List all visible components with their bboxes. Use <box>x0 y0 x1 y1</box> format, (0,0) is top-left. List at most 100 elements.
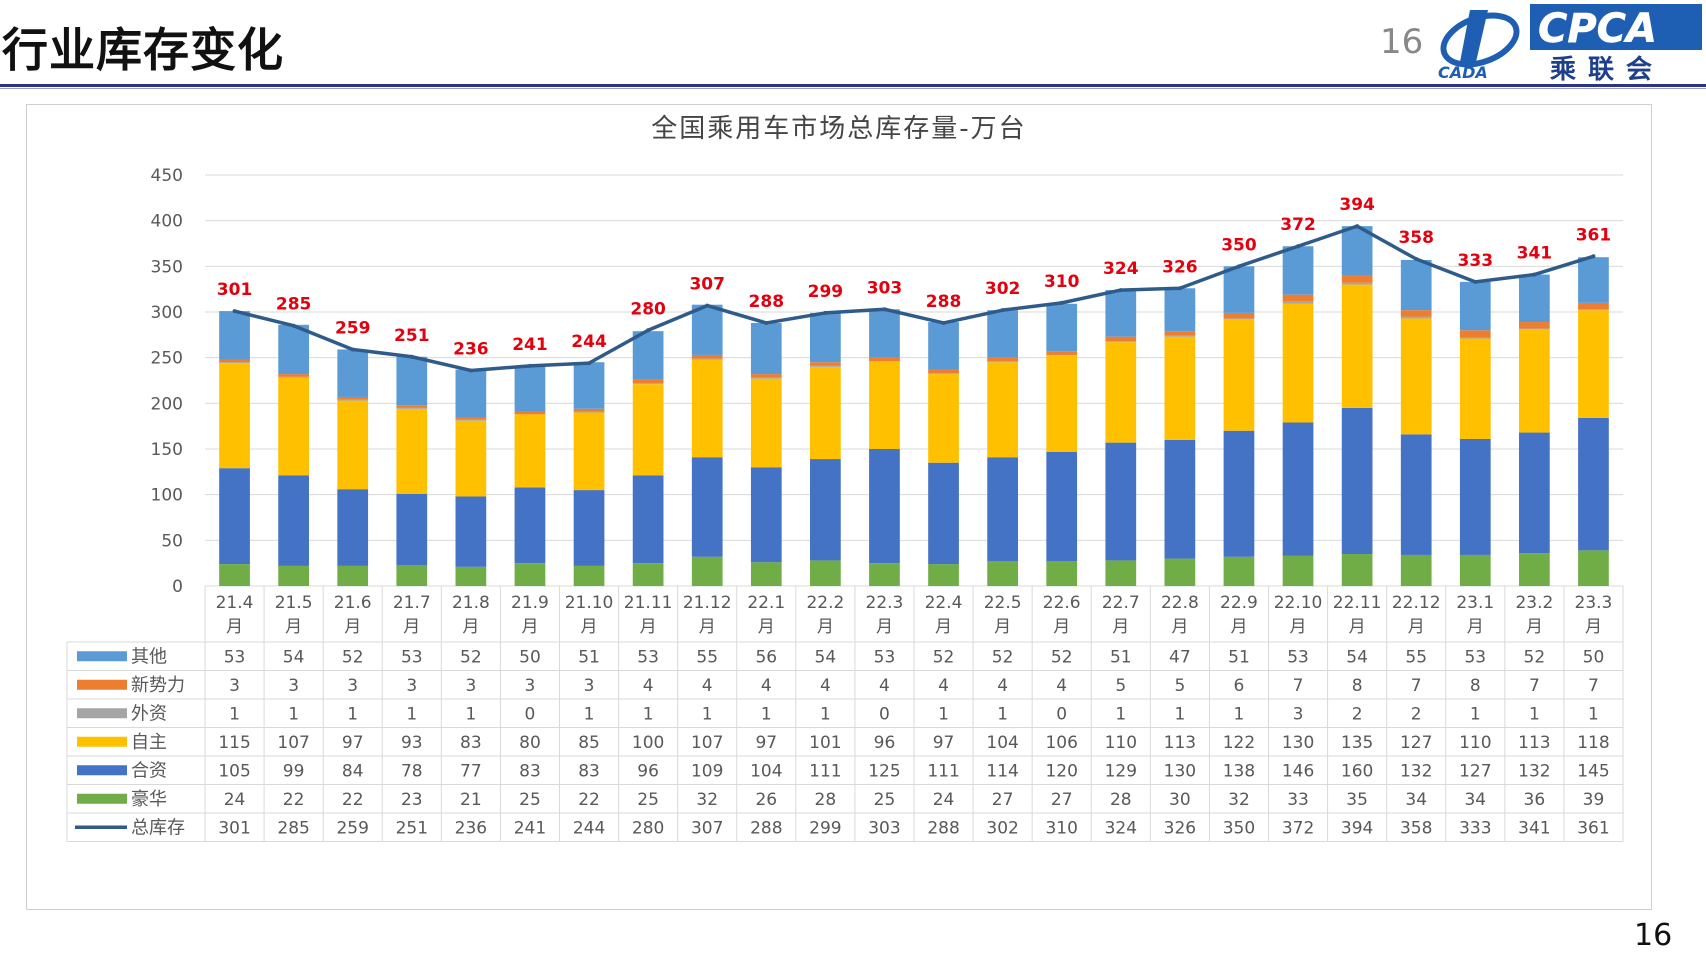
bar-segment <box>1459 281 1491 331</box>
table-cell: 0 <box>879 704 890 724</box>
bar-segment <box>455 419 487 421</box>
table-cell: 1 <box>347 704 358 724</box>
x-tick-label: 23.3 <box>1575 593 1613 613</box>
legend-key-swatch <box>77 793 127 804</box>
y-tick-label: 350 <box>151 257 183 277</box>
bar-segment <box>1105 341 1137 343</box>
bar-segment <box>219 359 250 363</box>
table-cell: 27 <box>1051 790 1073 810</box>
bar-segment <box>1341 275 1373 283</box>
total-data-label: 244 <box>571 332 607 352</box>
table-cell: 130 <box>1282 733 1314 753</box>
table-cell: 84 <box>342 761 364 781</box>
x-tick-label: 22.4 <box>925 593 963 613</box>
table-cell: 55 <box>1405 647 1427 667</box>
table-cell: 145 <box>1577 761 1609 781</box>
bar-segment <box>750 374 782 378</box>
line-point <box>1355 224 1360 229</box>
table-cell: 1 <box>1234 704 1245 724</box>
table-cell: 299 <box>809 818 841 838</box>
table-cell: 4 <box>997 676 1008 696</box>
table-cell: 303 <box>868 818 900 838</box>
table-cell: 24 <box>933 790 955 810</box>
table-cell: 1 <box>288 704 299 724</box>
total-data-label: 303 <box>867 278 903 298</box>
table-cell: 326 <box>1164 818 1196 838</box>
bar-segment <box>1164 335 1196 337</box>
x-tick-label-unit: 月 <box>1171 617 1188 637</box>
chart-title: 全国乘用车市场总库存量-万台 <box>651 114 1026 144</box>
table-cell: 32 <box>1228 790 1250 810</box>
bar-segment <box>869 361 900 449</box>
bar-segment <box>928 369 959 374</box>
bar-segment <box>691 358 723 360</box>
bar-segment <box>1046 451 1078 562</box>
table-cell: 22 <box>578 790 600 810</box>
table-cell: 104 <box>986 733 1018 753</box>
table-cell: 8 <box>1470 676 1481 696</box>
table-cell: 1 <box>938 704 949 724</box>
bar-segment <box>987 310 1018 358</box>
table-cell: 54 <box>283 647 305 667</box>
bar-segment <box>632 563 664 586</box>
table-cell: 24 <box>224 790 246 810</box>
table-cell: 83 <box>578 761 600 781</box>
total-data-label: 310 <box>1044 272 1080 292</box>
table-cell: 1 <box>761 704 772 724</box>
bar-segment <box>514 365 546 412</box>
bar-segment <box>337 400 369 490</box>
total-data-label: 236 <box>453 339 489 359</box>
total-data-label: 326 <box>1162 257 1198 277</box>
legend-key-swatch <box>77 736 127 747</box>
page-title: 行业库存变化 <box>2 23 284 77</box>
bar-segment <box>396 405 428 408</box>
cpca-logo: CADA CPCA 乘联会 <box>1438 4 1702 82</box>
table-cell: 104 <box>750 761 782 781</box>
x-tick-label-unit: 月 <box>1467 617 1484 637</box>
bar-segment <box>987 361 1018 363</box>
table-cell: 105 <box>218 761 250 781</box>
table-cell: 146 <box>1282 761 1314 781</box>
table-cell: 302 <box>986 818 1018 838</box>
bar-segment <box>219 564 250 586</box>
line-point <box>823 310 828 315</box>
bar-segment <box>1105 290 1137 337</box>
table-cell: 3 <box>1293 704 1304 724</box>
bar-segment <box>1519 274 1550 323</box>
bar-segment <box>1282 246 1314 295</box>
table-cell: 99 <box>283 761 305 781</box>
table-cell: 83 <box>519 761 541 781</box>
total-data-label: 301 <box>217 280 253 300</box>
table-cell: 25 <box>874 790 896 810</box>
bar-segment <box>1400 316 1432 319</box>
table-cell: 51 <box>1110 647 1132 667</box>
x-tick-label-unit: 月 <box>1408 617 1425 637</box>
table-cell: 77 <box>460 761 482 781</box>
bar-segment <box>928 373 959 375</box>
bar-segment <box>1341 554 1373 586</box>
table-cell: 4 <box>761 676 772 696</box>
bar-segment <box>1578 550 1609 586</box>
bar-segment <box>1341 407 1373 555</box>
table-cell: 53 <box>224 647 246 667</box>
total-inventory-line <box>234 224 1594 373</box>
table-cell: 4 <box>1056 676 1067 696</box>
bar-segment <box>278 377 309 476</box>
x-tick-label-unit: 月 <box>817 617 834 637</box>
x-tick-label-unit: 月 <box>1585 617 1602 637</box>
logo-sub-text: CADA <box>1438 63 1488 82</box>
bar-segment <box>1164 558 1196 586</box>
table-cell: 22 <box>283 790 305 810</box>
x-tick-label-unit: 月 <box>699 617 716 637</box>
bar-segment <box>1400 310 1432 317</box>
x-tick-label-unit: 月 <box>285 617 302 637</box>
table-cell: 107 <box>277 733 309 753</box>
bar-segment <box>810 366 841 460</box>
x-tick-label: 22.12 <box>1392 593 1441 613</box>
table-cell: 27 <box>992 790 1014 810</box>
bar-segment <box>1578 310 1609 418</box>
bar-segment <box>1046 561 1078 586</box>
table-cell: 107 <box>691 733 723 753</box>
bar-segment <box>1519 328 1550 330</box>
bar-segment <box>810 560 841 586</box>
